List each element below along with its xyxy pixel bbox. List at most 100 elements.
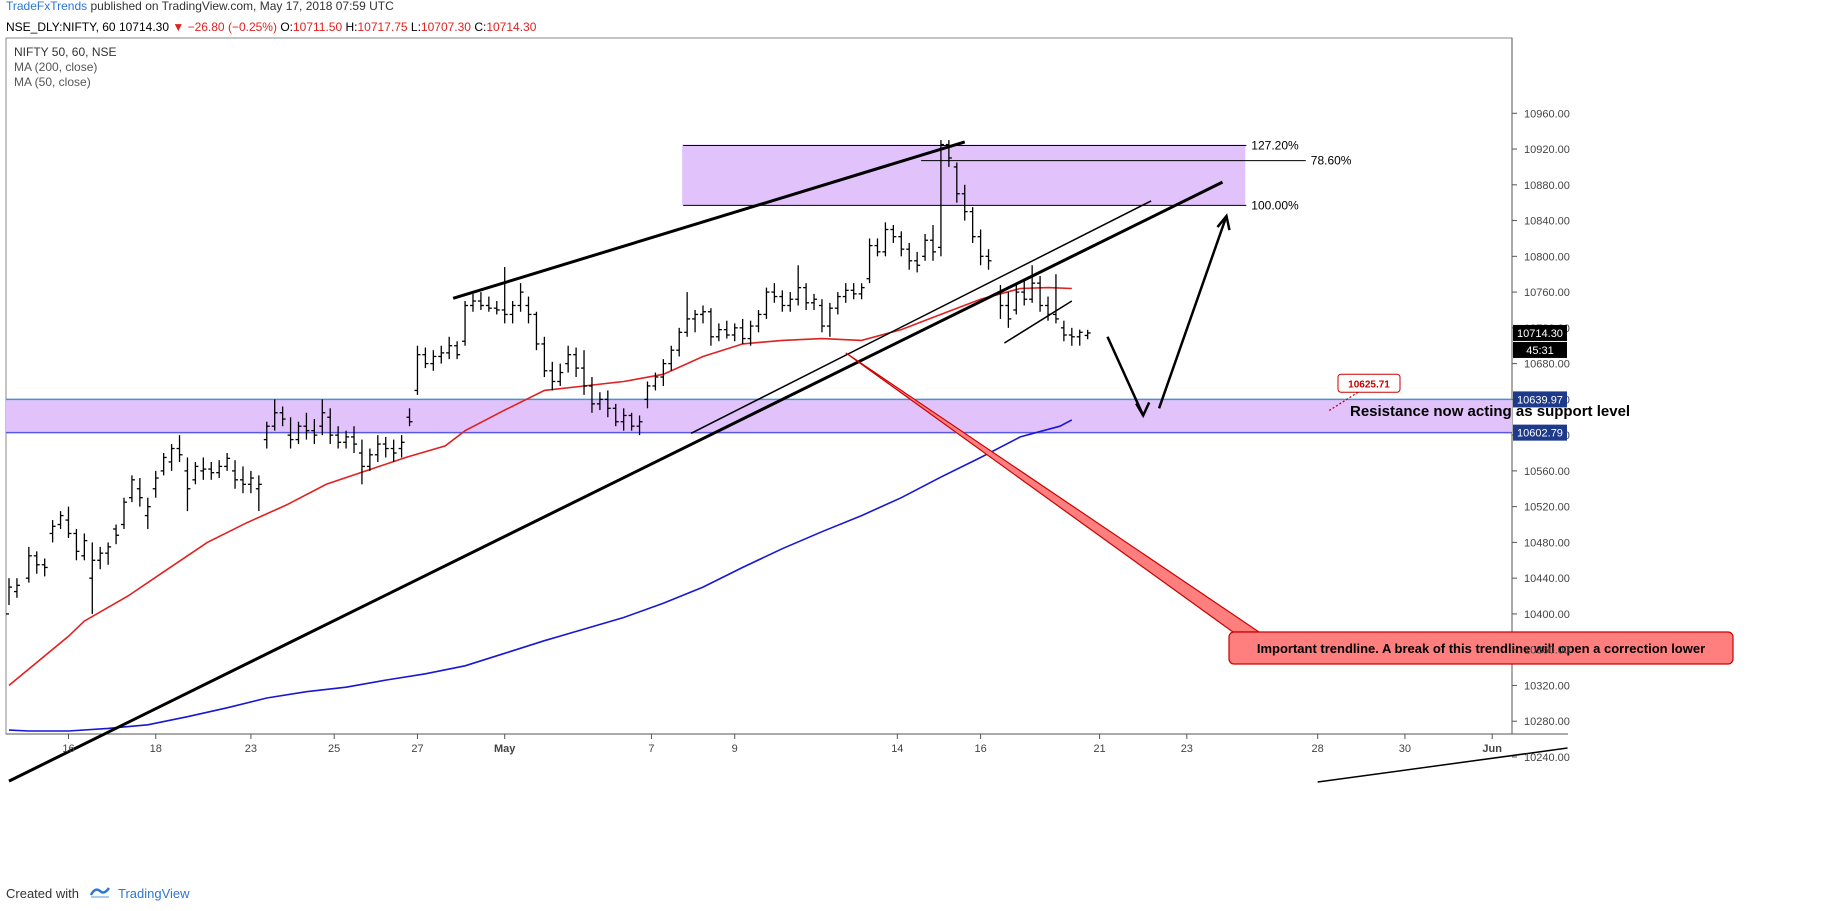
support-zone	[6, 399, 1512, 433]
price-bar	[41, 558, 48, 577]
tradingview-link[interactable]: TradingView	[118, 886, 190, 901]
y-tick-label: 10480.00	[1524, 537, 1570, 549]
price-bar	[414, 345, 421, 395]
open-value: 10711.50	[292, 20, 343, 34]
price-bar	[557, 363, 564, 386]
price-bar	[803, 283, 810, 310]
price-bar	[755, 309, 762, 333]
price-bar	[446, 336, 453, 360]
price-bar	[1037, 275, 1044, 312]
zone-bottom-tag-bg	[1513, 424, 1567, 441]
price-bar	[731, 323, 738, 342]
price-bar	[232, 460, 239, 489]
price-bar	[1084, 329, 1091, 340]
price-bar	[454, 341, 461, 360]
footer: Created with TradingView	[6, 884, 190, 905]
price-bar	[216, 460, 223, 479]
price-bar	[969, 207, 976, 243]
price-bar	[684, 292, 691, 337]
price-bar	[953, 162, 960, 203]
trendline-flag-lower	[1003, 300, 1073, 344]
projection-arrow-up-head	[1216, 213, 1231, 231]
y-tick-label: 10920.00	[1524, 144, 1570, 156]
price-bar	[842, 283, 849, 303]
y-tick-label: 10880.00	[1524, 180, 1570, 192]
price-bar	[723, 320, 730, 339]
y-tick-label: 10560.00	[1524, 466, 1570, 478]
close-label: C:	[474, 20, 487, 34]
price-bar	[1052, 274, 1059, 324]
legend-ma200: MA (200, close)	[14, 60, 97, 74]
high-label: H:	[345, 20, 358, 34]
zone-bottom-tag-text: 10602.79	[1517, 428, 1563, 440]
x-tick-label: 18	[150, 743, 162, 755]
y-tick-label: 10280.00	[1524, 716, 1570, 728]
trendline-main-uptrend	[8, 180, 1224, 783]
price-bar	[660, 359, 667, 386]
fib-label-1: 78.60%	[1311, 154, 1352, 168]
price-bar	[596, 392, 603, 411]
price-bar	[422, 347, 429, 369]
fib-label-0: 127.20%	[1251, 138, 1299, 152]
price-bar	[858, 283, 865, 300]
author-link[interactable]: TradeFxTrends	[6, 0, 88, 13]
price-bar	[33, 551, 40, 574]
price-bar	[327, 408, 334, 445]
price-bar	[65, 506, 72, 538]
price-bar	[128, 475, 135, 503]
price-bar	[795, 265, 802, 306]
price-bar	[541, 336, 548, 378]
price-bar	[224, 453, 231, 471]
price-bar	[549, 361, 556, 391]
price-bar	[961, 184, 968, 221]
support-annotation-label: Resistance now acting as support level	[1350, 403, 1630, 420]
projection-arrow-up	[1157, 215, 1228, 409]
price-bar	[930, 225, 937, 261]
price-bar	[184, 457, 191, 512]
price-bar	[533, 311, 540, 351]
price-bar	[787, 292, 794, 312]
price-bar	[311, 419, 318, 445]
price-bar	[977, 229, 984, 266]
price-bar	[279, 406, 286, 427]
created-with-text: Created with	[6, 886, 79, 901]
x-tick-label: 9	[732, 743, 738, 755]
price-bar	[1076, 329, 1083, 346]
low-value: 10707.30	[420, 20, 471, 34]
x-tick-label: 30	[1399, 743, 1411, 755]
trendline-inner-uptrend	[690, 200, 1152, 435]
y-tick-label: 10360.00	[1524, 645, 1570, 657]
low-label: L:	[410, 20, 421, 34]
support-price-pointer	[1327, 391, 1359, 412]
price-bar	[97, 546, 104, 570]
price-bar	[121, 497, 128, 529]
x-tick-label: 14	[891, 743, 903, 755]
price-bar	[699, 305, 706, 324]
price-bar	[818, 299, 825, 333]
price-bar	[13, 578, 20, 598]
price-bar	[707, 308, 714, 346]
price-bar	[779, 290, 786, 312]
price-bar	[477, 292, 484, 310]
price-bar	[57, 511, 64, 529]
price-bar	[398, 435, 405, 458]
price-bar	[652, 372, 659, 391]
price-bar	[295, 421, 302, 445]
price-bar	[351, 426, 358, 454]
x-tick-label: May	[494, 743, 516, 755]
price-bar	[945, 140, 952, 167]
price-bar	[144, 497, 151, 529]
price-bar	[565, 345, 572, 373]
price-bar	[438, 345, 445, 364]
trendline-bottom-right-line	[1317, 747, 1568, 783]
trend-callout-pointer	[845, 352, 1261, 633]
price-bar	[525, 296, 532, 324]
price-bar	[914, 251, 921, 273]
countdown-tag-bg	[1513, 341, 1567, 358]
x-tick-label: 23	[245, 743, 257, 755]
open-label: O:	[280, 20, 293, 34]
price-bar	[239, 466, 246, 494]
price-bar	[834, 292, 841, 315]
